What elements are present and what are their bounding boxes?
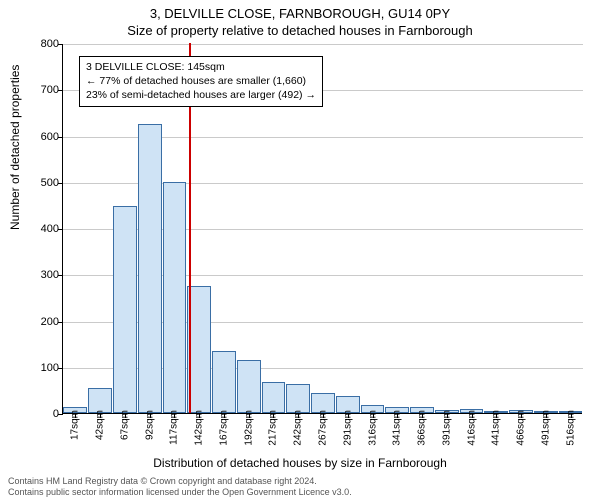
xtick-label: 142sqm <box>194 410 205 446</box>
xtick-label: 242sqm <box>293 410 304 446</box>
page-title-line1: 3, DELVILLE CLOSE, FARNBOROUGH, GU14 0PY <box>0 0 600 21</box>
xtick-label: 291sqm <box>342 410 353 446</box>
annotation-line: 23% of semi-detached houses are larger (… <box>86 88 316 102</box>
histogram-bar <box>237 360 261 413</box>
ytick-label: 0 <box>19 408 59 420</box>
annotation-box: 3 DELVILLE CLOSE: 145sqm← 77% of detache… <box>79 56 323 107</box>
ytick-label: 200 <box>19 316 59 328</box>
ytick-label: 800 <box>19 38 59 50</box>
xtick-label: 441sqm <box>491 410 502 446</box>
ytick-label: 400 <box>19 223 59 235</box>
histogram-bar <box>286 384 310 413</box>
xtick-label: 491sqm <box>540 410 551 446</box>
xtick-label: 416sqm <box>466 410 477 446</box>
xtick-label: 391sqm <box>441 410 452 446</box>
histogram-bar <box>262 382 286 413</box>
gridline <box>63 44 583 45</box>
histogram-bar <box>212 351 236 413</box>
xtick-label: 516sqm <box>565 410 576 446</box>
xtick-label: 316sqm <box>367 410 378 446</box>
footer-line2: Contains public sector information licen… <box>8 487 352 498</box>
histogram-bar <box>138 124 162 413</box>
xtick-label: 366sqm <box>417 410 428 446</box>
plot-area: 010020030040050060070080017sqm42sqm67sqm… <box>62 44 582 414</box>
attribution-footer: Contains HM Land Registry data © Crown c… <box>8 476 352 499</box>
ytick-label: 500 <box>19 177 59 189</box>
footer-line1: Contains HM Land Registry data © Crown c… <box>8 476 352 487</box>
ytick-label: 700 <box>19 84 59 96</box>
xtick-label: 341sqm <box>392 410 403 446</box>
x-axis-label: Distribution of detached houses by size … <box>0 456 600 470</box>
xtick-label: 42sqm <box>95 410 106 440</box>
xtick-label: 92sqm <box>144 410 155 440</box>
xtick-label: 267sqm <box>318 410 329 446</box>
annotation-line: 3 DELVILLE CLOSE: 145sqm <box>86 60 316 74</box>
xtick-label: 192sqm <box>243 410 254 446</box>
xtick-label: 466sqm <box>516 410 527 446</box>
histogram-chart: 010020030040050060070080017sqm42sqm67sqm… <box>62 44 582 414</box>
histogram-bar <box>113 206 137 413</box>
ytick-label: 300 <box>19 269 59 281</box>
xtick-label: 217sqm <box>268 410 279 446</box>
xtick-label: 167sqm <box>218 410 229 446</box>
ytick-label: 100 <box>19 362 59 374</box>
ytick-label: 600 <box>19 131 59 143</box>
annotation-line: ← 77% of detached houses are smaller (1,… <box>86 74 316 88</box>
xtick-label: 17sqm <box>70 410 81 440</box>
xtick-label: 117sqm <box>169 410 180 445</box>
histogram-bar <box>163 182 187 413</box>
xtick-label: 67sqm <box>119 410 130 440</box>
page-title-line2: Size of property relative to detached ho… <box>0 21 600 38</box>
